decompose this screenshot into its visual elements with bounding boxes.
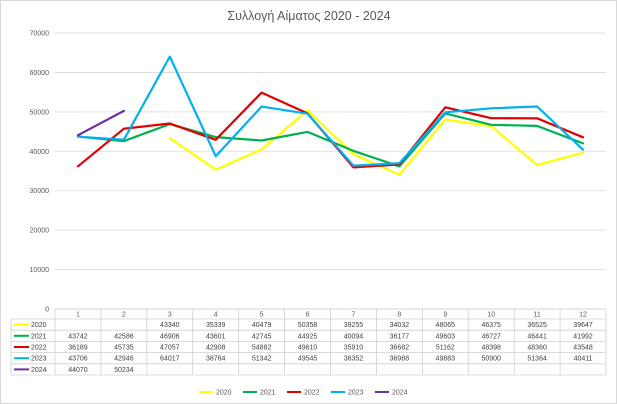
- y-tick-label: 50000: [30, 109, 50, 116]
- x-tick-label: 8: [397, 312, 401, 319]
- data-label: 46906: [160, 333, 180, 340]
- x-tick-label: 7: [352, 312, 356, 319]
- x-tick-label: 12: [579, 312, 587, 319]
- gridlines: [55, 32, 606, 310]
- data-label: 48398: [481, 345, 501, 352]
- data-label: 42586: [114, 333, 134, 340]
- data-label: 44925: [298, 333, 318, 340]
- y-tick-label: 60000: [30, 70, 50, 77]
- series-line-2023: [76, 55, 585, 167]
- data-label: 51342: [252, 356, 272, 363]
- data-label: 43601: [206, 333, 226, 340]
- data-label: 45735: [114, 345, 134, 352]
- data-label: 51162: [436, 345, 455, 352]
- series-lines: [76, 55, 585, 176]
- y-tick-label: 20000: [30, 228, 50, 235]
- legend: 2020 2021 2022 2023 2024: [199, 390, 408, 397]
- data-label: 44070: [68, 367, 88, 374]
- y-tick-label: 70000: [30, 31, 50, 38]
- series-2024: [76, 109, 126, 137]
- chart-title: Συλλογή Αίματος 2020 - 2024: [227, 9, 390, 23]
- data-label: 40411: [574, 356, 593, 363]
- table-series-label: 2020: [31, 322, 47, 329]
- data-label: 35910: [344, 345, 364, 352]
- data-label: 40479: [252, 322, 272, 329]
- table-series-label: 2024: [31, 367, 47, 374]
- x-tick-label: 9: [443, 312, 447, 319]
- table-series-label: 2022: [31, 345, 47, 352]
- data-label: 34032: [390, 322, 410, 329]
- data-label: 38764: [206, 356, 226, 363]
- series-line-2024: [76, 109, 126, 137]
- data-label: 36177: [390, 333, 410, 340]
- data-label: 43742: [68, 333, 88, 340]
- data-label: 36352: [344, 356, 364, 363]
- data-label: 36988: [390, 356, 410, 363]
- x-tick-label: 3: [168, 312, 172, 319]
- table-series-label: 2021: [31, 333, 47, 340]
- legend-label: 2024: [392, 390, 408, 397]
- y-tick-label: 10000: [30, 267, 50, 274]
- data-label: 46441: [527, 333, 547, 340]
- data-label: 46727: [481, 333, 501, 340]
- data-label: 36682: [390, 345, 410, 352]
- legend-label: 2022: [304, 390, 320, 397]
- y-tick-label: 30000: [30, 188, 50, 195]
- y-axis: 0 10000 20000 30000 40000 50000 60000 70000: [30, 31, 50, 314]
- table-series-label: 2023: [31, 356, 47, 363]
- x-tick-label: 2: [122, 312, 126, 319]
- data-label: 49610: [298, 345, 318, 352]
- data-label: 49545: [298, 356, 318, 363]
- x-tick-label: 11: [533, 312, 540, 319]
- data-label: 42946: [114, 356, 134, 363]
- data-label: 49883: [436, 356, 456, 363]
- data-label: 43548: [573, 345, 593, 352]
- data-label: 40094: [344, 333, 364, 340]
- data-label: 51364: [527, 356, 547, 363]
- data-label: 48360: [527, 345, 547, 352]
- data-label: 50358: [298, 322, 318, 329]
- data-label: 39647: [573, 322, 593, 329]
- x-tick-label: 6: [306, 312, 310, 319]
- data-label: 50234: [114, 367, 134, 374]
- data-label: 35339: [206, 322, 226, 329]
- legend-label: 2023: [348, 390, 364, 397]
- data-label: 54882: [252, 345, 272, 352]
- data-label: 41992: [573, 333, 593, 340]
- data-label: 39255: [344, 322, 364, 329]
- x-tick-label: 5: [260, 312, 264, 319]
- data-label: 43340: [160, 322, 180, 329]
- data-label: 43706: [68, 356, 88, 363]
- y-tick-label: 40000: [30, 149, 50, 156]
- data-label: 36189: [68, 345, 88, 352]
- legend-label: 2020: [216, 390, 232, 397]
- legend-label: 2021: [260, 390, 276, 397]
- data-label: 36525: [527, 322, 547, 329]
- series-2023: [76, 55, 585, 167]
- data-label: 47057: [160, 345, 180, 352]
- x-tick-label: 1: [76, 312, 80, 319]
- data-label: 49603: [436, 333, 456, 340]
- x-tick-label: 4: [214, 312, 218, 319]
- data-label: 42908: [206, 345, 226, 352]
- data-label: 50900: [481, 356, 501, 363]
- x-tick-label: 10: [487, 312, 495, 319]
- data-label: 42745: [252, 333, 272, 340]
- y-tick-label: 0: [45, 307, 49, 314]
- data-label: 46375: [481, 322, 501, 329]
- data-label: 64017: [160, 356, 180, 363]
- data-label: 48065: [436, 322, 456, 329]
